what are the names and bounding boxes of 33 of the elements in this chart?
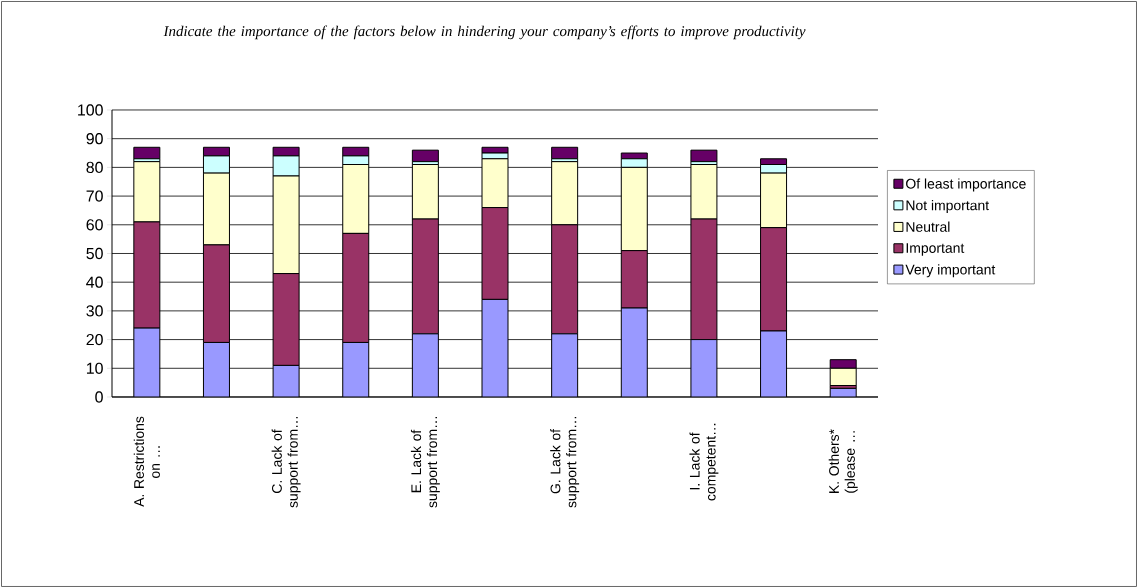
y-tick-label: 0 <box>95 391 103 403</box>
y-tick-label: 30 <box>86 305 103 317</box>
x-tick-label: K. Others* (please … <box>828 429 858 493</box>
bar <box>690 149 718 163</box>
x-tick-label: G. Lack of support from… <box>550 416 580 508</box>
bar <box>690 339 718 397</box>
y-tick-label: 50 <box>86 247 103 260</box>
bar <box>481 298 509 397</box>
legend-label: Important <box>906 243 965 256</box>
legend-label: Neutral <box>906 221 950 232</box>
y-tick-label: 80 <box>86 161 103 174</box>
bar <box>551 333 579 397</box>
y-tick-label: 100 <box>78 104 103 116</box>
bar <box>202 341 230 397</box>
y-tick-label: 20 <box>86 333 103 346</box>
x-tick-label: C. Lack of support from… <box>271 416 301 508</box>
y-tick-label: 70 <box>86 190 103 202</box>
y-tick-label: 40 <box>86 276 103 288</box>
legend-label: Of least importance <box>906 178 1026 192</box>
bar <box>133 327 161 397</box>
bar <box>620 307 648 397</box>
bar <box>411 333 439 397</box>
bar <box>760 330 788 397</box>
y-tick-label: 60 <box>86 219 103 231</box>
x-tick-label: E. Lack of support from… <box>410 416 440 508</box>
bar <box>342 341 370 397</box>
y-tick-label: 90 <box>86 133 103 145</box>
y-tick-label: 10 <box>86 362 103 374</box>
x-tick-label: A. Restrictions on … <box>133 416 160 507</box>
legend-label: Very important <box>905 264 996 278</box>
chart-title: Indicate the importance of the factors below in hindering your company’s efforts to improve productivity <box>163 25 806 40</box>
legend-label: Not important <box>906 200 989 214</box>
x-tick-label: I. Lack of competent… <box>689 423 719 501</box>
